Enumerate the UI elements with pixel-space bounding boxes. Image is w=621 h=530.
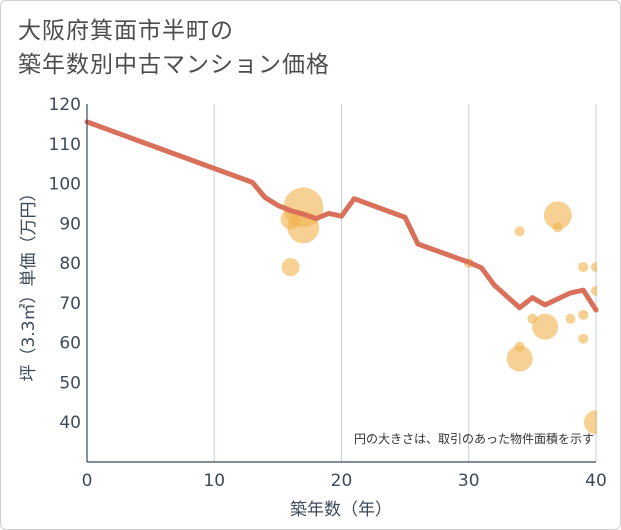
bubble-point	[591, 285, 597, 296]
bubble-point	[578, 333, 589, 344]
y-tick-label: 40	[59, 413, 81, 433]
x-axis-title: 築年数（年）	[290, 500, 392, 520]
chart-title: 大阪府箕面市半町の 築年数別中古マンション価格	[18, 14, 330, 82]
y-tick-label: 60	[59, 334, 81, 354]
trend-line-series	[84, 119, 599, 313]
y-tick-label: 70	[59, 294, 81, 314]
axes	[86, 104, 596, 463]
bubble-point	[281, 258, 300, 277]
tick-labels: 0 10 20 30 40 40 50 60 70 80 90 100 110 120	[49, 95, 607, 491]
chart-title-line-2: 築年数別中古マンション価格	[18, 52, 330, 78]
x-tick-label: 30	[458, 471, 480, 491]
y-tick-label: 110	[49, 135, 81, 155]
bubble-point	[591, 262, 597, 273]
bubble-point	[578, 309, 589, 320]
trend-line	[84, 119, 599, 313]
y-tick-label: 50	[59, 373, 81, 393]
bubble-point	[565, 313, 576, 324]
x-tick-label: 20	[331, 471, 353, 491]
x-tick-label: 40	[585, 471, 607, 491]
bubble-series	[280, 187, 597, 435]
bubble-point	[514, 226, 525, 237]
grid-lines	[213, 104, 597, 462]
x-tick-label: 10	[203, 471, 225, 491]
bubble-point	[552, 222, 563, 233]
bubble-point	[543, 201, 572, 230]
bubble-size-note: 円の大きさは、取引のあった物件面積を示す	[354, 431, 594, 446]
bubble-point	[578, 262, 589, 273]
y-tick-label: 120	[49, 95, 81, 115]
x-tick-label: 0	[82, 471, 93, 491]
y-tick-label: 80	[59, 254, 81, 274]
y-tick-label: 90	[59, 214, 81, 234]
y-axis-title: 坪（3.3㎡）単価（万円）	[19, 184, 39, 381]
bubble-point	[584, 410, 597, 435]
y-tick-label: 100	[49, 175, 81, 195]
chart-title-line-1: 大阪府箕面市半町の	[18, 18, 234, 44]
bubble-point	[532, 313, 559, 340]
bubble-point	[506, 345, 533, 372]
